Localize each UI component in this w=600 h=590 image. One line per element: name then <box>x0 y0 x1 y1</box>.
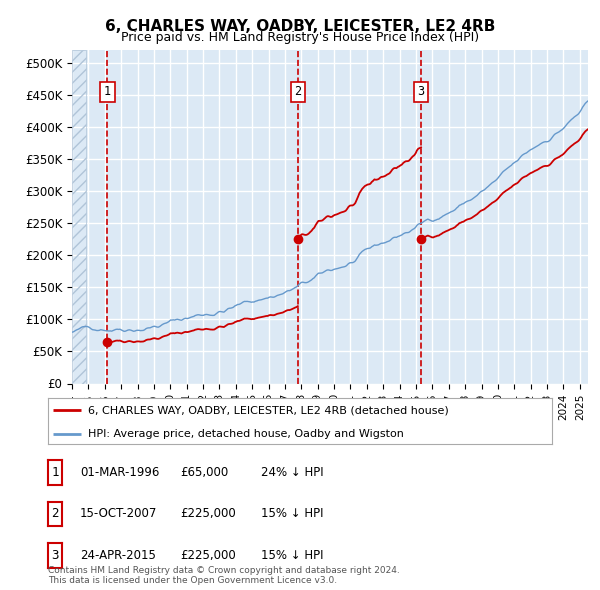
Text: £225,000: £225,000 <box>180 549 236 562</box>
Text: 24% ↓ HPI: 24% ↓ HPI <box>261 466 323 479</box>
Text: 3: 3 <box>418 86 425 99</box>
Text: 6, CHARLES WAY, OADBY, LEICESTER, LE2 4RB: 6, CHARLES WAY, OADBY, LEICESTER, LE2 4R… <box>105 19 495 34</box>
Text: 3: 3 <box>52 549 59 562</box>
Text: £65,000: £65,000 <box>180 466 228 479</box>
Text: 2: 2 <box>295 86 301 99</box>
Text: 01-MAR-1996: 01-MAR-1996 <box>80 466 159 479</box>
Text: 2: 2 <box>52 507 59 520</box>
Text: £225,000: £225,000 <box>180 507 236 520</box>
Text: 15% ↓ HPI: 15% ↓ HPI <box>261 549 323 562</box>
Text: Price paid vs. HM Land Registry's House Price Index (HPI): Price paid vs. HM Land Registry's House … <box>121 31 479 44</box>
Text: 15-OCT-2007: 15-OCT-2007 <box>80 507 157 520</box>
Text: HPI: Average price, detached house, Oadby and Wigston: HPI: Average price, detached house, Oadb… <box>88 428 404 438</box>
Text: 15% ↓ HPI: 15% ↓ HPI <box>261 507 323 520</box>
Text: 1: 1 <box>104 86 111 99</box>
Text: Contains HM Land Registry data © Crown copyright and database right 2024.
This d: Contains HM Land Registry data © Crown c… <box>48 566 400 585</box>
Text: 6, CHARLES WAY, OADBY, LEICESTER, LE2 4RB (detached house): 6, CHARLES WAY, OADBY, LEICESTER, LE2 4R… <box>88 405 449 415</box>
Text: 24-APR-2015: 24-APR-2015 <box>80 549 155 562</box>
Text: 1: 1 <box>52 466 59 479</box>
